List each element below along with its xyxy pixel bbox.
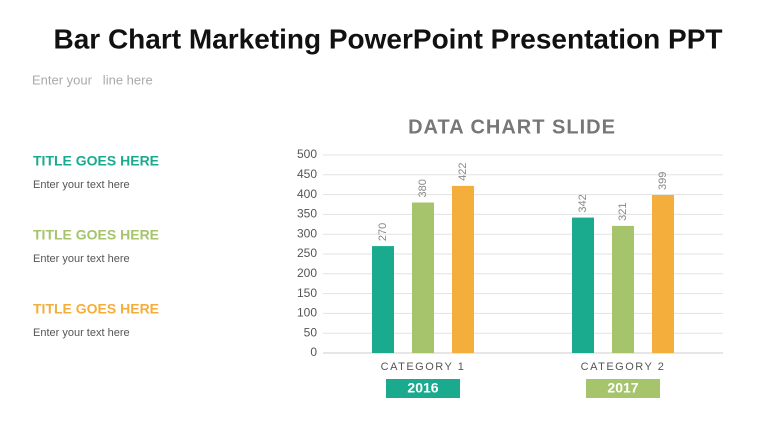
value-label: 342 [577, 194, 589, 212]
y-tick-label: 350 [297, 207, 317, 221]
y-tick-label: 250 [297, 246, 317, 260]
chart-title: DATA CHART SLIDE [408, 116, 616, 138]
value-label: 399 [657, 172, 669, 190]
y-tick-label: 100 [297, 306, 317, 320]
bar [652, 194, 674, 353]
y-tick-label: 150 [297, 286, 317, 300]
badge-label: 2017 [607, 380, 638, 396]
item-title: TITLE GOES HERE [33, 153, 159, 169]
badge [386, 379, 460, 398]
x-tick-label: CATEGORY 1 [381, 361, 466, 373]
y-tick-label: 300 [297, 226, 317, 240]
bar [572, 217, 594, 353]
y-tick-label: 0 [310, 345, 317, 359]
bar [452, 185, 474, 353]
subtitle: Enter your line here [32, 72, 153, 87]
x-tick-label: CATEGORY 2 [581, 361, 666, 373]
badge-label: 2016 [407, 380, 438, 396]
item-text: Enter your text here [33, 327, 130, 339]
bar [412, 202, 434, 353]
value-label: 380 [417, 179, 429, 197]
item-title: TITLE GOES HERE [33, 301, 159, 317]
value-label: 321 [617, 203, 629, 221]
slide-title: Bar Chart Marketing PowerPoint Presentat… [53, 23, 722, 54]
y-tick-label: 200 [297, 266, 317, 280]
item-text: Enter your text here [33, 253, 130, 265]
y-tick-label: 50 [304, 325, 318, 339]
badge [586, 379, 660, 398]
item-text: Enter your text here [33, 179, 130, 191]
y-tick-label: 500 [297, 147, 317, 161]
bar [612, 225, 634, 353]
item-title: TITLE GOES HERE [33, 227, 159, 243]
y-tick-label: 400 [297, 187, 317, 201]
value-label: 422 [457, 163, 469, 181]
y-tick-label: 450 [297, 167, 317, 181]
bar [372, 246, 394, 353]
value-label: 270 [377, 223, 389, 241]
